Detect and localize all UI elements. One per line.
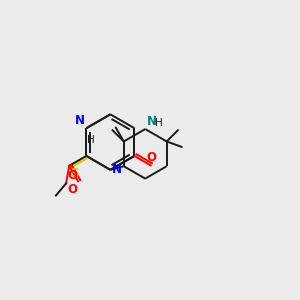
Text: O: O [67, 183, 77, 196]
Text: S: S [70, 167, 79, 180]
Text: O: O [67, 169, 77, 182]
Text: H: H [87, 135, 95, 145]
Text: H: H [155, 118, 163, 128]
Text: O: O [147, 151, 157, 164]
Text: N: N [75, 114, 85, 127]
Text: N: N [147, 115, 157, 128]
Text: N: N [112, 163, 122, 176]
